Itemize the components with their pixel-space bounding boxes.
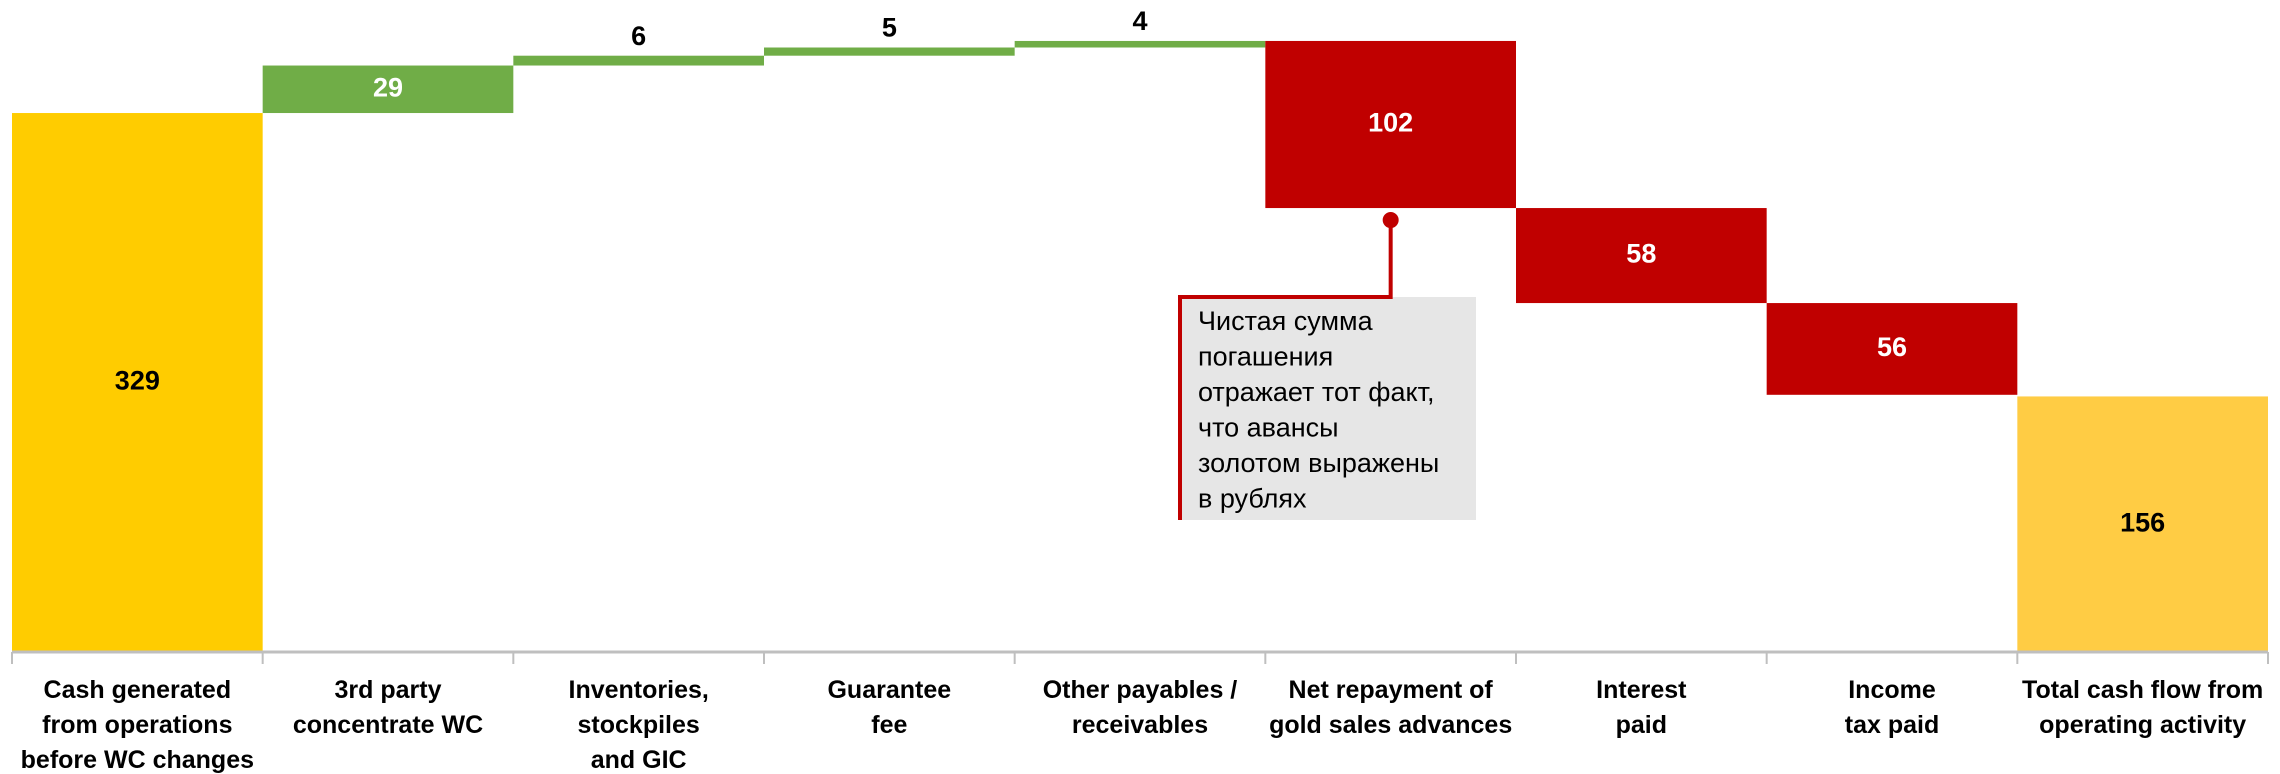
bar [513, 55, 764, 66]
data-label: 4 [1132, 6, 1147, 36]
x-tick-label: Interest paid [1596, 676, 1687, 739]
annotation-connector [1178, 220, 1393, 520]
x-tick-label: Cash generated from operations before WC c… [21, 676, 254, 774]
data-label: 29 [373, 72, 403, 102]
x-tick-label: Total cash flow from operating activity [2022, 676, 2263, 739]
data-label: 102 [1368, 108, 1413, 138]
annotation-text: Чистая сумма погашения отражает тот факт, ч… [1198, 306, 1439, 514]
bar [262, 65, 514, 114]
x-tick-label: Income tax paid [1845, 676, 1939, 739]
bar [1766, 303, 2018, 395]
data-label: 56 [1877, 332, 1907, 362]
x-tick-label: Inventories, stockpiles and GIC [569, 676, 709, 774]
x-tick-label: Net repayment of gold sales advances [1269, 676, 1512, 739]
x-tick-label: 3rd party concentrate WC [293, 676, 483, 739]
data-label: 6 [631, 21, 646, 51]
annotation-dot [1382, 212, 1399, 229]
x-tick-label: Guarantee fee [827, 676, 951, 739]
data-label: 329 [115, 366, 160, 396]
bar [1014, 40, 1266, 48]
data-label: 156 [2120, 507, 2165, 537]
data-label: 5 [882, 13, 897, 43]
bar [764, 47, 1015, 56]
x-tick-label: Other payables / receivables [1043, 676, 1238, 739]
data-label: 58 [1626, 239, 1656, 269]
annotation-box [1181, 297, 1476, 520]
bar [2017, 396, 2268, 652]
bar [1265, 40, 1516, 209]
bar [1516, 208, 1767, 304]
bar [12, 113, 263, 653]
